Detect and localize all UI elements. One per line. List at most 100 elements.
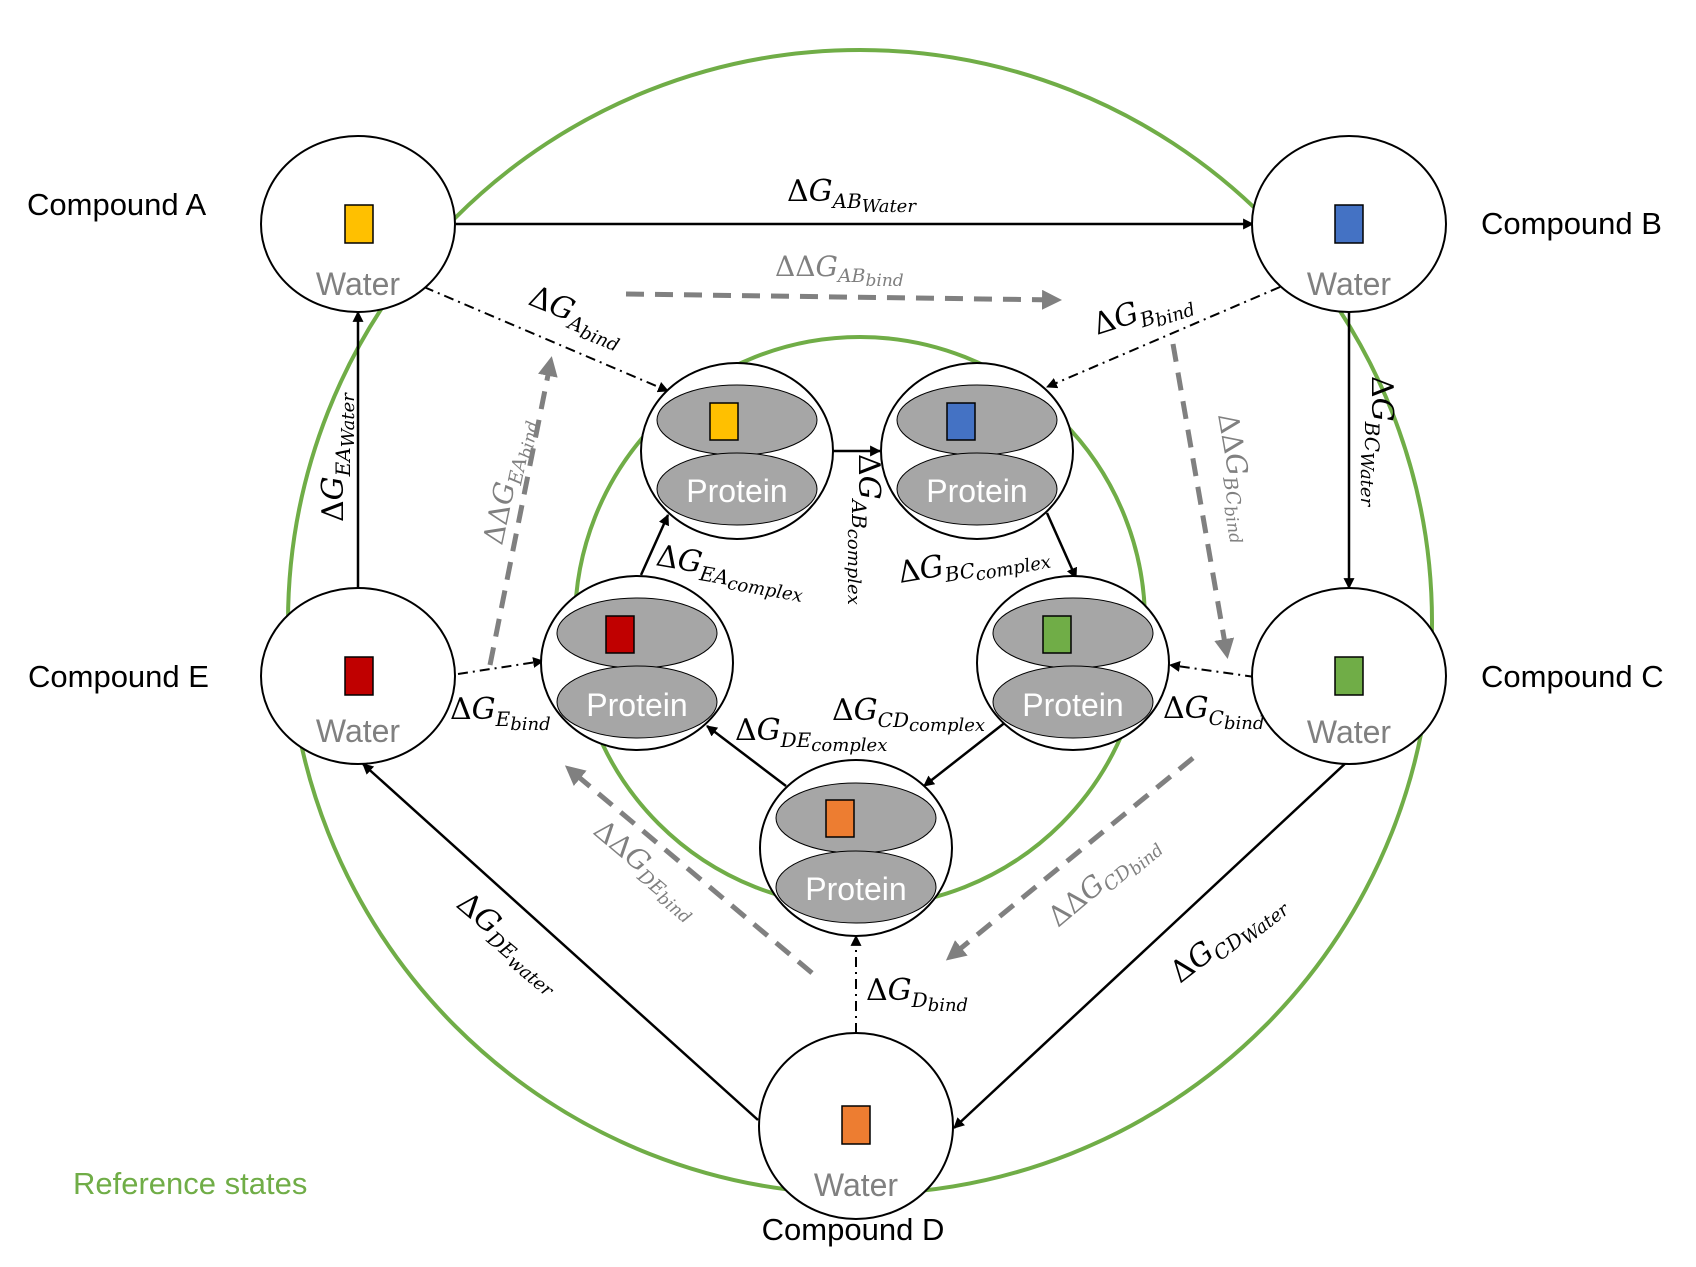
arrow-ab-ddg	[625, 289, 1062, 310]
label-sub: Water	[862, 196, 918, 217]
label-main: D	[911, 988, 928, 1012]
delta-symbol: Δ	[1364, 376, 1399, 398]
delta-symbol: Δ	[787, 174, 809, 209]
arrow-de-water	[362, 763, 759, 1121]
complex-node-E: Protein	[540, 575, 734, 751]
water-node-D: Water	[758, 1032, 954, 1220]
label-main: CD	[878, 708, 909, 732]
label-dg-cd-complex: ΔGCDcomplex	[832, 693, 985, 736]
protein-label: Protein	[686, 473, 787, 509]
label-dg-ea-water: ΔGEAWater	[316, 392, 359, 522]
delta-symbol: Δ	[866, 973, 888, 1008]
label-sub: water	[503, 951, 558, 1002]
label-dg-c-bind: ΔGCbind	[1163, 691, 1264, 734]
label-sub: complex	[843, 529, 864, 605]
g-symbol: G	[851, 476, 886, 500]
protein-label: Protein	[926, 473, 1027, 509]
arrow-e-bind	[457, 657, 545, 675]
label-dg-a-bind: ΔGAbind	[521, 279, 630, 357]
label-main: B	[1136, 305, 1158, 333]
label-dg-b-bind: ΔGBbind	[1089, 278, 1198, 350]
label-sub: Water	[1238, 898, 1295, 949]
ligand-A-square	[709, 402, 739, 441]
label-sub: complex	[811, 735, 887, 756]
ligand-D-square	[825, 799, 855, 838]
g-symbol: G	[757, 713, 781, 748]
label-dg-cd-water: ΔGCDWater	[1163, 881, 1294, 996]
label-dg-ab-water: ΔGABWater	[787, 174, 917, 217]
water-node-A: Water	[260, 135, 456, 313]
label-main: AB	[831, 189, 862, 213]
ddelta-symbol: ΔΔ	[775, 250, 815, 283]
ligand-E-square	[344, 656, 374, 696]
water-label: Water	[814, 1167, 899, 1203]
label-dg-de-water: ΔGDEwater	[445, 885, 572, 1002]
ddelta-symbol: ΔΔ	[477, 501, 518, 547]
compound-label-D: Compound D	[762, 1212, 945, 1247]
g-symbol: G	[815, 250, 837, 283]
complex-node-A: Protein	[640, 362, 834, 540]
label-dg-ab-complex: ΔGABcomplex	[843, 454, 886, 605]
water-label: Water	[316, 266, 401, 302]
arrow-de-complex	[706, 725, 787, 787]
arrow-ea-complex	[639, 513, 670, 576]
delta-symbol: Δ	[1163, 691, 1185, 726]
label-main: BC	[1218, 474, 1245, 508]
label-main: BC	[1360, 421, 1384, 452]
label-main: EA	[697, 561, 731, 590]
label-sub: bind	[510, 714, 550, 735]
ligand-C-square	[1042, 615, 1072, 654]
water-node-E: Water	[260, 587, 456, 765]
label-sub: bind	[516, 419, 544, 461]
label-sub: bind	[1219, 504, 1245, 545]
label-sub: bind	[866, 271, 904, 291]
label-sub: Water	[338, 392, 359, 448]
label-main: AB	[847, 498, 871, 529]
g-symbol: G	[809, 174, 833, 209]
g-symbol: G	[316, 476, 351, 500]
g-symbol: G	[675, 542, 705, 581]
label-sub: bind	[1224, 713, 1264, 734]
label-main: BC	[942, 558, 977, 587]
arrow-ea-ddg	[487, 356, 558, 666]
ligand-E-square	[605, 615, 635, 654]
compound-label-E: Compound E	[28, 659, 209, 694]
compound-label-C: Compound C	[1481, 659, 1664, 694]
ddelta-symbol: ΔΔ	[1211, 410, 1251, 456]
label-ddg-ab: ΔΔGABbind	[775, 250, 904, 291]
protein-label: Protein	[805, 871, 906, 907]
binding-arrows	[423, 286, 1281, 1033]
g-symbol: G	[1364, 398, 1399, 422]
label-main: E	[495, 707, 511, 731]
label-dg-e-bind: ΔGEbind	[450, 692, 551, 735]
g-symbol: G	[472, 692, 496, 727]
protein-label: Protein	[586, 687, 687, 723]
arrow-cd-complex	[923, 720, 1008, 787]
complex-node-D: Protein	[759, 759, 953, 937]
complex-node-C: Protein	[976, 575, 1170, 751]
delta-symbol: Δ	[450, 692, 472, 727]
ligand-B-square	[1334, 204, 1364, 244]
ligand-C-square	[1334, 656, 1364, 696]
label-sub: complex	[726, 573, 805, 607]
label-ddg-cd: ΔΔGCDbind	[1041, 824, 1168, 940]
compound-label-B: Compound B	[1481, 206, 1662, 241]
reference-states-label: Reference states	[73, 1166, 307, 1201]
arrow-bc-ddg	[1170, 343, 1235, 659]
water-label: Water	[1307, 266, 1392, 302]
ligand-D-square	[841, 1105, 871, 1145]
g-symbol: G	[1185, 691, 1209, 726]
water-label: Water	[1307, 714, 1392, 750]
label-sub: complex	[909, 715, 985, 736]
label-sub: bind	[577, 322, 622, 357]
label-main: DE	[780, 728, 812, 752]
arrow-c-bind	[1168, 660, 1256, 678]
label-main: AB	[836, 265, 866, 287]
delta-symbol: Δ	[735, 713, 757, 748]
label-sub: bind	[928, 995, 968, 1016]
g-symbol: G	[917, 548, 947, 587]
g-symbol: G	[854, 693, 878, 728]
delta-symbol: Δ	[832, 693, 854, 728]
label-ddg-bc: ΔΔGBCbind	[1203, 410, 1266, 545]
